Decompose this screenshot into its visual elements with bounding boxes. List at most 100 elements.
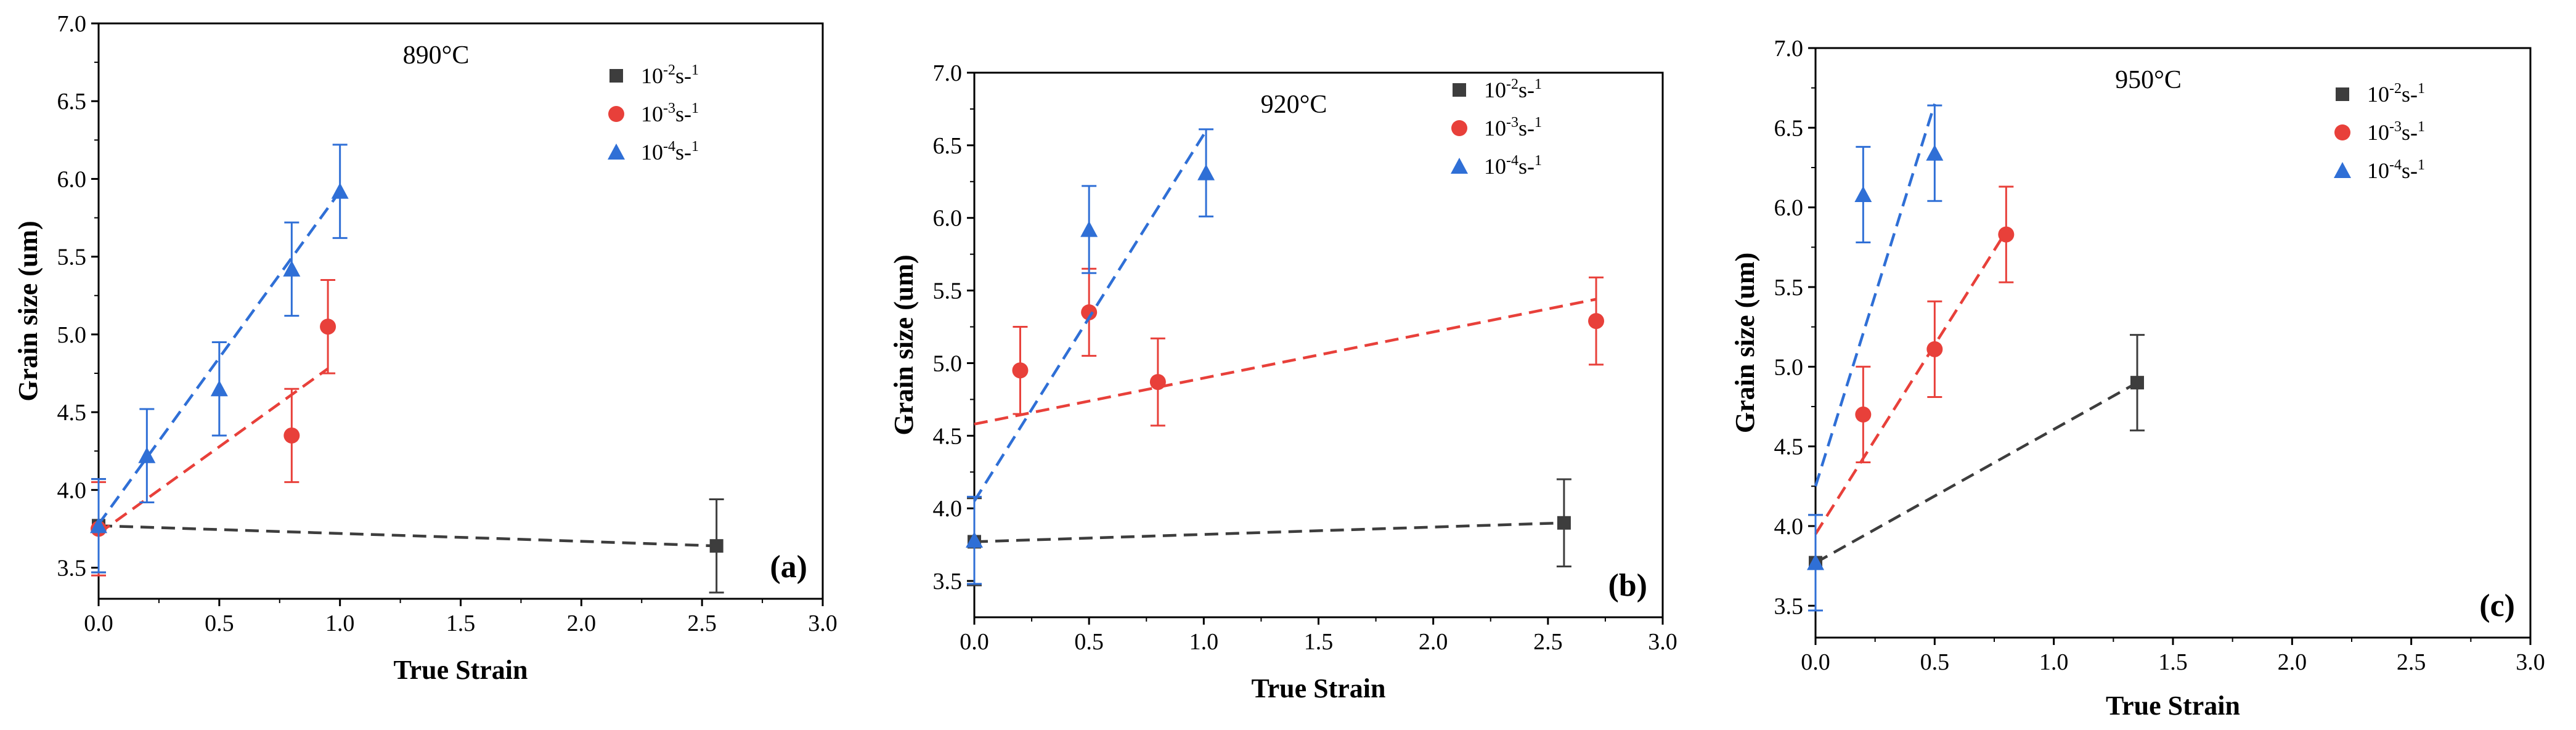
y-tick-label: 4.0 (933, 496, 963, 522)
legend-label: 10-3s-1 (641, 100, 699, 126)
y-tick-label: 5.0 (933, 351, 963, 376)
legend: 10-2s-1 10-3s-1 10-4s-1 (1451, 76, 1542, 179)
data-point (1557, 516, 1571, 530)
series-triangle (966, 128, 1215, 585)
x-tick-label: 2.5 (2397, 649, 2426, 675)
panel-label: (a) (770, 550, 807, 585)
legend-label: 10-2s-1 (1484, 76, 1542, 102)
x-tick-label: 0.0 (960, 629, 989, 655)
y-tick-label: 7.0 (1774, 36, 1804, 62)
data-point (320, 318, 336, 335)
data-point (709, 539, 723, 553)
y-tick-label: 5.0 (1774, 354, 1804, 380)
y-tick-label: 6.5 (1774, 115, 1804, 141)
x-tick-label: 3.0 (1648, 629, 1677, 655)
data-point (1807, 554, 1824, 570)
legend-marker (1451, 120, 1467, 136)
y-tick-label: 5.0 (57, 322, 87, 348)
data-point (331, 182, 349, 199)
y-tick-label: 7.0 (933, 60, 963, 86)
legend-label: 10-3s-1 (2367, 119, 2425, 145)
y-axis-label: Grain size (um) (889, 254, 919, 435)
data-point (283, 427, 300, 444)
legend-label: 10-4s-1 (641, 139, 699, 164)
data-point (138, 447, 156, 463)
x-tick-label: 0.5 (1074, 629, 1104, 655)
trend-line (1814, 230, 2008, 535)
data-point (283, 260, 301, 277)
panel-label: (b) (1608, 568, 1647, 603)
series-circle (974, 267, 1605, 427)
y-tick-label: 4.0 (57, 477, 87, 503)
x-axis-label: True Strain (394, 655, 528, 685)
y-tick-label: 3.5 (933, 569, 963, 594)
series-square (1808, 334, 2145, 612)
plot-frame (97, 22, 824, 600)
plot-frame (973, 71, 1664, 618)
y-tick-label: 3.5 (1774, 593, 1804, 619)
x-tick-label: 2.5 (1533, 629, 1563, 655)
x-tick-label: 1.5 (2158, 649, 2188, 675)
x-axis-label: True Strain (1252, 673, 1386, 704)
data-point (210, 380, 228, 397)
data-point (1149, 374, 1166, 391)
y-tick-label: 6.0 (1774, 195, 1804, 221)
panel-label: (c) (2479, 588, 2515, 623)
y-axis-label: Grain size (um) (1730, 253, 1760, 433)
x-tick-label: 0.0 (84, 610, 113, 636)
x-tick-label: 3.0 (2516, 649, 2545, 675)
y-tick-label: 6.0 (933, 206, 963, 232)
data-point (1012, 362, 1029, 379)
series-square (967, 478, 1571, 586)
legend-label: 10-4s-1 (1484, 153, 1542, 179)
data-point (2130, 376, 2144, 390)
chart-b-svg: 0.0 0.5 1.0 1.5 2.0 2.5 3.0 3.5 4.0 4.5 5.0 5.5 6.0 6… (889, 60, 1677, 704)
x-tick-label: 2.0 (2278, 649, 2307, 675)
data-point (1080, 221, 1098, 237)
x-tick-label: 0.0 (1801, 649, 1830, 675)
x-tick-label: 1.0 (325, 610, 355, 636)
series-triangle (1807, 103, 1944, 612)
chart-title: 890°C (403, 41, 470, 70)
y-tick-label: 5.5 (933, 278, 963, 304)
legend: 10-2s-1 10-3s-1 10-4s-1 (2334, 81, 2425, 183)
chart-a-svg: 0.0 0.5 1.0 1.5 2.0 2.5 3.0 3.5 4.0 4.5 5.0 5.5 6.0 6… (13, 11, 838, 685)
data-point (1926, 341, 1943, 357)
x-tick-label: 1.0 (2039, 649, 2069, 675)
x-tick-label: 1.5 (446, 610, 476, 636)
y-tick-label: 6.0 (57, 166, 87, 192)
legend-marker (608, 144, 625, 160)
y-axis-label: Grain size (um) (13, 221, 43, 401)
data-point (966, 532, 983, 548)
x-tick-label: 2.0 (567, 610, 597, 636)
trend-line (974, 521, 1564, 543)
y-tick-label: 4.5 (57, 400, 87, 426)
data-point (90, 517, 107, 533)
chart-panel-a: 0.0 0.5 1.0 1.5 2.0 2.5 3.0 3.5 4.0 4.5 5.0 5.5 6.0 6… (0, 0, 858, 727)
data-point (1197, 164, 1215, 180)
y-tick-label: 4.5 (933, 423, 963, 449)
legend-marker (609, 69, 623, 83)
y-tick-label: 4.5 (1774, 434, 1804, 460)
x-tick-label: 1.0 (1189, 629, 1219, 655)
trend-line (974, 298, 1597, 426)
data-point (1998, 226, 2015, 243)
legend-label: 10-2s-1 (2367, 81, 2425, 107)
legend-marker (2336, 87, 2349, 101)
y-tick-label: 7.0 (57, 11, 87, 37)
series-circle (1814, 185, 2015, 535)
chart-title: 920°C (1261, 91, 1327, 119)
data-point (1926, 144, 1944, 161)
y-tick-label: 6.5 (57, 89, 87, 115)
y-tick-label: 5.5 (1774, 275, 1804, 301)
data-point (1854, 185, 1872, 202)
chart-c-svg: 0.0 0.5 1.0 1.5 2.0 2.5 3.0 3.5 4.0 4.5 5.0 5.5 6.0 6… (1730, 36, 2545, 721)
trend-line (973, 130, 1207, 502)
x-tick-label: 0.5 (1920, 649, 1950, 675)
series-triangle (90, 144, 349, 574)
legend-marker (1451, 158, 1468, 174)
x-tick-label: 2.5 (687, 610, 717, 636)
trend-line (97, 367, 329, 535)
trend-line (1814, 103, 1936, 487)
legend-marker (2334, 162, 2351, 178)
